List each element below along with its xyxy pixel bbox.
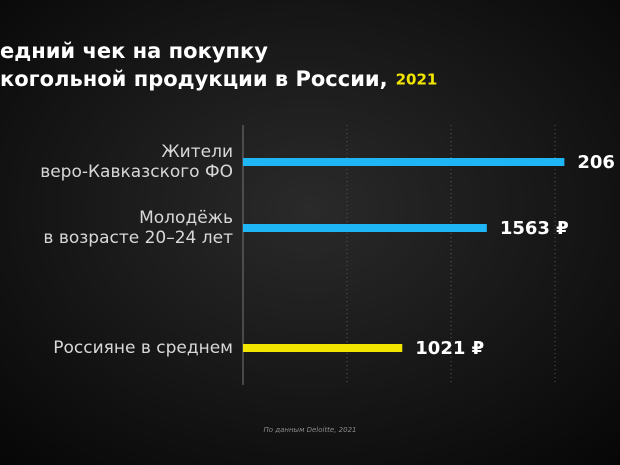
category-label: Россияне в среднем [53,338,233,358]
chart-subtitle: 2021 [396,71,438,89]
value-label: 1563 ₽ [500,218,569,239]
value-label: 1021 ₽ [415,338,484,359]
bar [243,158,565,166]
category-label: веро-Кавказского ФО [40,162,233,182]
guides [346,125,556,385]
category-label: Жители [161,142,233,162]
chart-title: едний чек на покупку [0,39,268,63]
source: По данным Deloitte, 2021 [263,426,356,434]
bar [243,344,403,352]
bar [243,224,487,232]
value-label: 206 [577,152,615,173]
category-label: в возрасте 20–24 лет [43,228,233,248]
chart-title: когольной продукции в России, [0,67,388,91]
category-label: Молодёжь [139,208,233,228]
